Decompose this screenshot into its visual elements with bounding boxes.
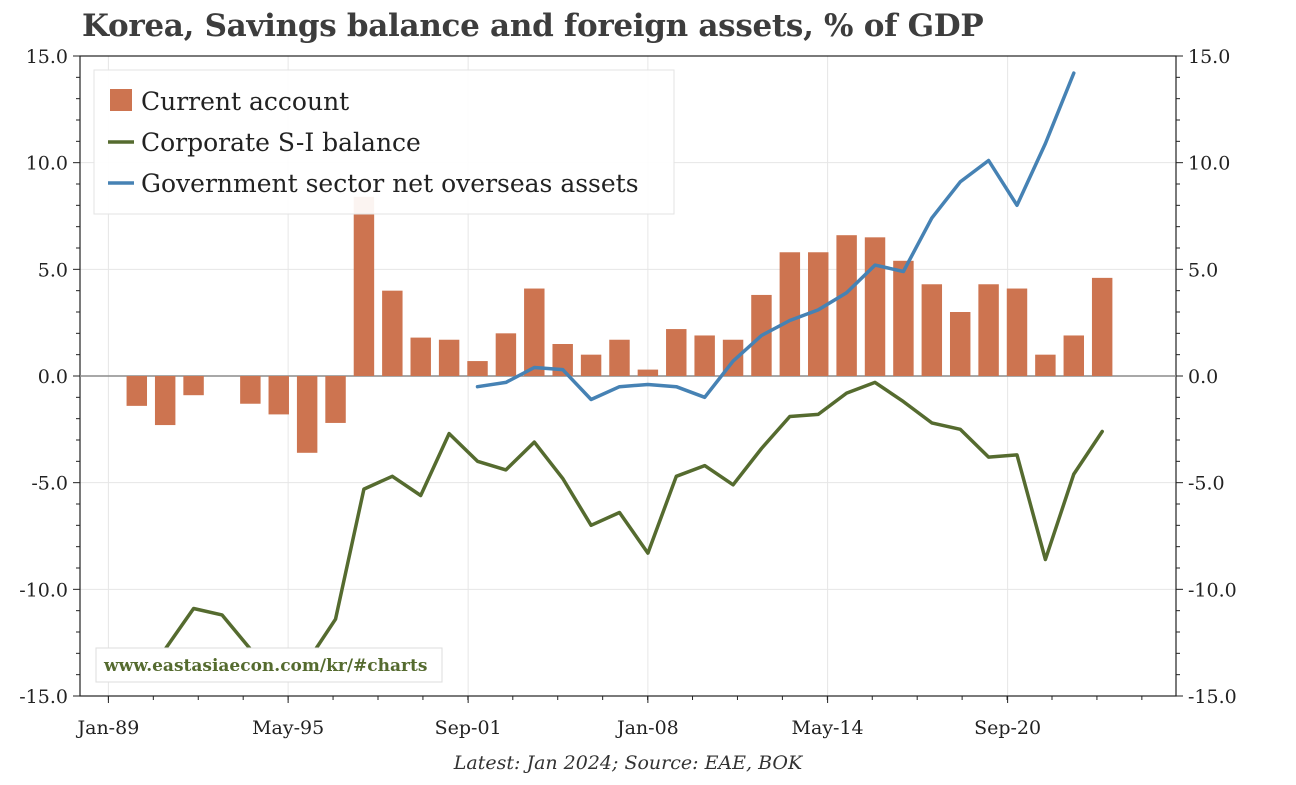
legend-label-current-account: Current account — [141, 87, 349, 116]
current-account-bar — [1063, 335, 1085, 376]
current-account-bar — [864, 237, 886, 376]
government-net-assets-line — [475, 71, 1076, 402]
current-account-bar — [949, 312, 971, 376]
current-account-bar — [353, 196, 375, 376]
current-account-bar — [637, 369, 659, 376]
current-account-bar — [183, 376, 204, 396]
y-tick-label-left: -10.0 — [19, 579, 68, 601]
current-account-bar — [467, 361, 488, 376]
current-account-bar — [836, 235, 857, 376]
y-tick-label-right: 0.0 — [1188, 366, 1218, 388]
legend: Current account Corporate S-I balance Go… — [93, 69, 675, 215]
left-axis: 15.0 10.0 5.0 0.0 -5.0 -10.0 -15.0 — [19, 46, 80, 708]
legend-label-government: Government sector net overseas assets — [141, 169, 639, 198]
current-account-bar — [580, 354, 602, 376]
legend-swatch-current-account — [110, 89, 132, 111]
current-account-bar — [666, 329, 687, 376]
legend-box — [93, 69, 675, 215]
y-tick-label-left: 15.0 — [26, 46, 68, 68]
y-tick-label-left: -5.0 — [31, 473, 68, 495]
y-tick-label-left: 0.0 — [38, 366, 68, 388]
chart-title: Korea, Savings balance and foreign asset… — [82, 8, 984, 44]
y-tick-label-right: -5.0 — [1188, 473, 1225, 495]
current-account-bar — [296, 376, 318, 453]
current-account-bar — [808, 252, 829, 376]
x-tick-label: May-14 — [792, 717, 864, 739]
y-tick-label-left: 5.0 — [38, 259, 68, 281]
current-account-bar — [325, 376, 346, 423]
x-axis: Jan-89 May-95 Sep-01 Jan-08 May-14 Sep-20 — [76, 696, 1143, 739]
current-account-bar — [240, 376, 261, 404]
right-axis: 15.0 10.0 5.0 0.0 -5.0 -10.0 -15.0 — [1176, 46, 1237, 708]
current-account-bar — [524, 288, 545, 376]
y-tick-label-right: 10.0 — [1188, 153, 1230, 175]
watermark-text: www.eastasiaecon.com/kr/#charts — [103, 656, 427, 676]
current-account-bar — [410, 337, 431, 376]
corporate-s-i-line — [135, 380, 1104, 681]
y-tick-label-right: 5.0 — [1188, 259, 1218, 281]
current-account-bar — [126, 376, 148, 406]
watermark-box: www.eastasiaecon.com/kr/#charts — [95, 647, 443, 683]
current-account-bar — [495, 333, 517, 376]
current-account-bar — [1091, 277, 1113, 376]
x-tick-label: Sep-20 — [974, 717, 1041, 739]
current-account-bar — [382, 290, 403, 376]
current-account-bar — [609, 339, 630, 376]
legend-label-corporate: Corporate S-I balance — [141, 128, 421, 157]
current-account-bar — [978, 284, 999, 376]
y-tick-label-right: -15.0 — [1188, 686, 1237, 708]
y-tick-label-right: -10.0 — [1188, 579, 1237, 601]
source-note: Latest: Jan 2024; Source: EAE, BOK — [453, 752, 803, 774]
x-tick-label: Jan-89 — [76, 717, 140, 739]
current-account-bar — [779, 252, 801, 376]
x-tick-label: Sep-01 — [435, 717, 502, 739]
y-tick-label-left: 10.0 — [26, 153, 68, 175]
current-account-bar — [1035, 354, 1056, 376]
current-account-bar — [438, 339, 460, 376]
current-account-bar — [694, 335, 715, 376]
x-tick-label: Jan-08 — [615, 717, 679, 739]
current-account-bar — [893, 260, 914, 376]
current-account-bar — [1006, 288, 1028, 376]
y-tick-label-left: -15.0 — [19, 686, 68, 708]
current-account-bar — [154, 376, 176, 426]
y-tick-label-right: 15.0 — [1188, 46, 1230, 68]
current-account-bar — [921, 284, 943, 376]
watermark-frame — [95, 647, 443, 683]
current-account-bar — [268, 376, 289, 415]
x-tick-label: May-95 — [252, 717, 324, 739]
current-account-bars — [126, 196, 1113, 453]
